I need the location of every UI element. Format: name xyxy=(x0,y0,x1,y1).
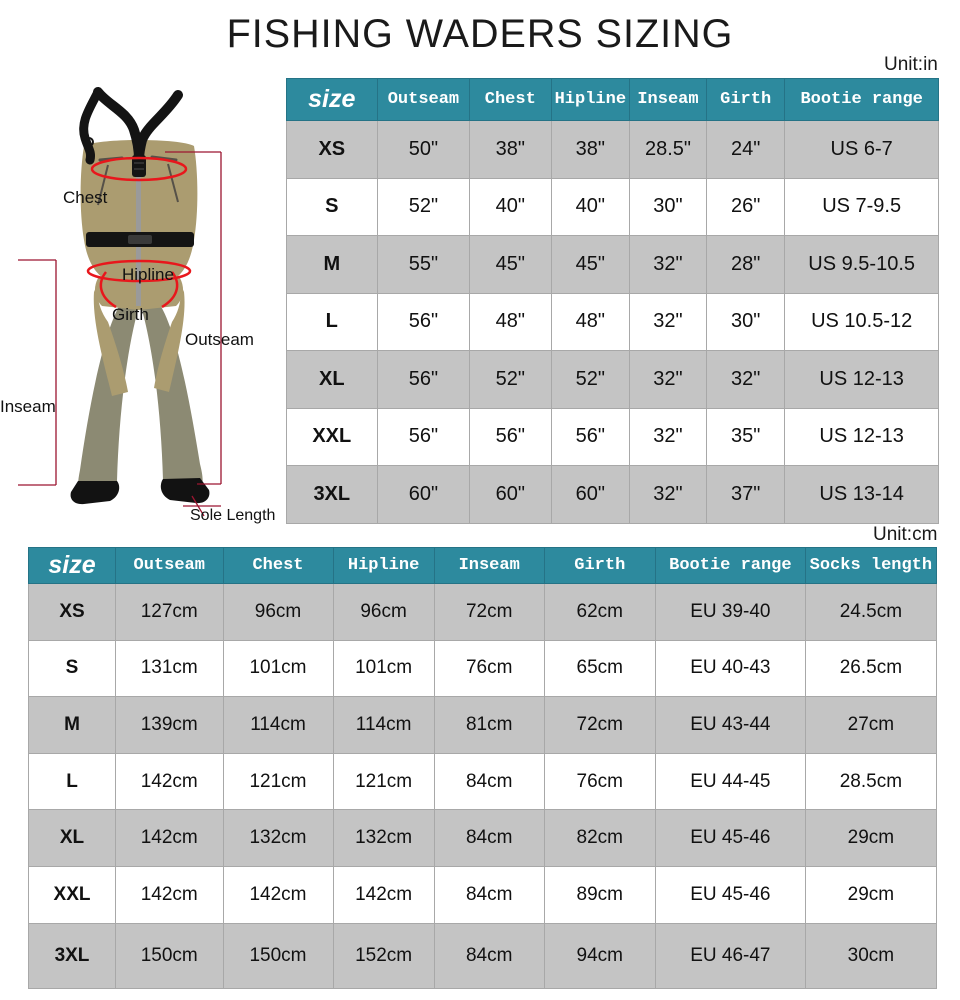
svg-text:Inseam: Inseam xyxy=(0,397,56,416)
svg-text:Outseam: Outseam xyxy=(185,330,254,349)
svg-text:Chest: Chest xyxy=(63,188,108,207)
svg-text:Hipline: Hipline xyxy=(122,265,174,284)
svg-text:Girth: Girth xyxy=(112,305,149,324)
svg-text:Sole Length: Sole Length xyxy=(190,507,275,524)
